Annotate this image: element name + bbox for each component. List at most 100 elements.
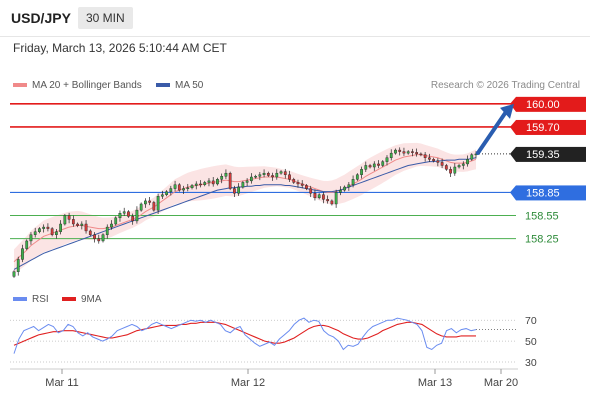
level-tag-158.85 — [516, 185, 586, 201]
legend-ma9-label: 9MA — [81, 294, 102, 305]
candle-body — [139, 203, 143, 211]
candle-body — [249, 176, 253, 182]
projection-arrow-head — [500, 103, 514, 119]
level-tag-pointer — [510, 146, 516, 162]
rsi-line — [13, 317, 477, 354]
bollinger-band — [14, 142, 476, 275]
candle-body — [300, 183, 304, 186]
level-label-160.00: 160.00 — [526, 99, 560, 111]
level-label-158.85: 158.85 — [526, 187, 560, 199]
candle-body — [343, 186, 346, 191]
candle-body — [169, 188, 173, 192]
candle-body — [292, 179, 296, 183]
candle-body — [305, 185, 308, 189]
x-tick-label: Mar 20 — [484, 377, 518, 389]
candle-body — [389, 152, 393, 158]
candle-body — [25, 240, 29, 249]
candle-body — [233, 188, 236, 194]
candle-body — [88, 230, 92, 235]
candle-body — [122, 211, 126, 214]
candle-body — [334, 192, 338, 205]
candle-body — [406, 151, 410, 154]
legend-ma9: 9MA — [62, 294, 102, 305]
candle-body — [211, 180, 215, 185]
candle-body — [216, 179, 219, 185]
candle-body — [461, 163, 465, 166]
rsi-tick-30: 30 — [525, 357, 537, 369]
candle-body — [194, 183, 198, 186]
candle-body — [46, 226, 50, 229]
candle-body — [156, 196, 160, 211]
candle-body — [50, 228, 54, 235]
candle-body — [271, 175, 274, 178]
rsi-tick-70: 70 — [525, 315, 537, 327]
timestamp: Friday, March 13, 2026 5:10:44 AM CET — [13, 41, 227, 55]
candle-body — [288, 174, 291, 180]
legend-ma20-label: MA 20 + Bollinger Bands — [32, 80, 142, 91]
candle-body — [67, 215, 71, 220]
candle-body — [355, 174, 359, 180]
candle-body — [283, 171, 287, 175]
candle-body — [372, 163, 376, 168]
candle-body — [144, 200, 147, 205]
candle-body — [224, 172, 228, 177]
candle-body — [165, 191, 168, 195]
rsi-swatch — [13, 297, 27, 302]
candle-body — [160, 194, 164, 197]
timeframe-button[interactable]: 30 MIN — [78, 7, 133, 29]
legend-ma50-label: MA 50 — [175, 80, 204, 91]
candle-body — [114, 217, 118, 225]
candle-body — [101, 234, 105, 242]
chart-header: USD/JPY 30 MIN — [0, 0, 590, 37]
candle-body — [21, 248, 24, 260]
candle-body — [110, 223, 113, 228]
candle-body — [368, 165, 372, 168]
candle-body — [394, 149, 397, 154]
candle-body — [127, 211, 130, 217]
candle-body — [245, 180, 249, 183]
candle-body — [29, 234, 33, 242]
level-label-158.25: 158.25 — [525, 234, 559, 246]
x-tick-label: Mar 12 — [231, 377, 265, 389]
ma20-line — [13, 154, 477, 263]
candle-body — [317, 194, 321, 199]
candle-body — [360, 169, 363, 175]
candle-body — [381, 161, 385, 166]
legend-rsi: RSI — [13, 294, 49, 305]
candle-body — [59, 223, 62, 232]
candle-body — [428, 157, 431, 160]
legend-ma20: MA 20 + Bollinger Bands — [13, 80, 142, 91]
candle-body — [97, 238, 101, 242]
x-tick-label: Mar 11 — [45, 377, 78, 389]
candle-body — [296, 182, 300, 185]
candle-body — [241, 182, 245, 188]
candle-body — [93, 234, 96, 239]
candle-body — [182, 188, 185, 191]
candle-body — [190, 185, 194, 189]
candle-body — [186, 187, 190, 190]
candle-body — [466, 159, 469, 165]
candle-body — [207, 180, 211, 183]
symbol-title: USD/JPY — [11, 10, 71, 26]
candle-body — [275, 172, 279, 178]
candle-body — [131, 216, 135, 222]
candle-body — [436, 160, 440, 163]
candle-body — [398, 149, 402, 152]
candle-body — [80, 223, 84, 226]
candle-body — [453, 166, 457, 174]
candle-body — [313, 192, 317, 199]
candle-body — [423, 154, 427, 158]
level-label-159.35: 159.35 — [526, 149, 560, 161]
candle-body — [152, 202, 156, 211]
candle-body — [118, 213, 122, 219]
candle-body — [148, 200, 151, 203]
candle-body — [237, 186, 241, 194]
candle-body — [385, 157, 389, 162]
candle-body — [203, 182, 207, 185]
candle-body — [377, 163, 380, 166]
candle-body — [16, 259, 20, 272]
candle-body — [220, 176, 224, 180]
candle-body — [322, 194, 325, 200]
rsi-tick-50: 50 — [525, 336, 537, 348]
